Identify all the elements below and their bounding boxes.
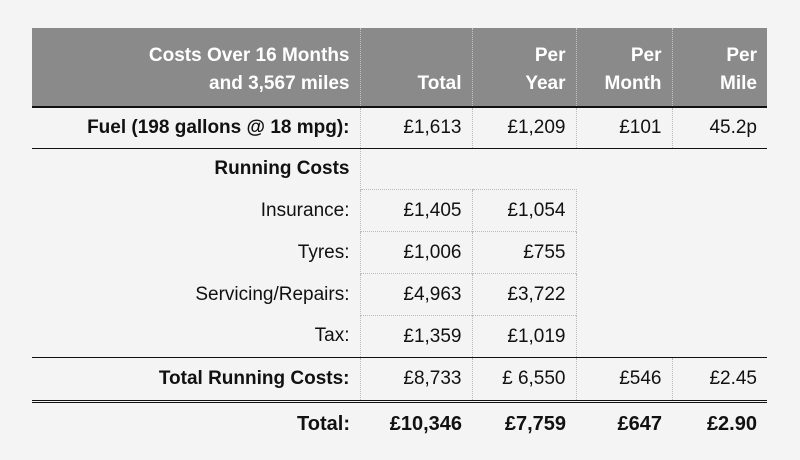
header-per-month-line2: Month — [604, 73, 662, 94]
fuel-label: Fuel (198 gallons @ 18 mpg): — [87, 117, 350, 138]
total-running-per-month: £546 — [575, 357, 672, 402]
empty-cell — [672, 274, 767, 316]
total-running-label: Total Running Costs: — [158, 368, 350, 389]
fuel-per-month: £101 — [575, 107, 672, 149]
total-running-costs-row: Total Running Costs: £8,733 £ 6,550 £546… — [32, 357, 767, 402]
empty-cell — [576, 232, 672, 274]
empty-cell — [672, 316, 767, 358]
grand-total-per-year: £7,759 — [504, 412, 566, 435]
cost-table-container: Costs Over 16 Months and 3,567 miles Tota… — [32, 28, 767, 445]
total-running-total: £8,733 — [359, 357, 472, 402]
header-per-mile: Per Mile — [671, 28, 767, 107]
fuel-per-year: £1,209 — [471, 107, 576, 149]
running-cost-row: Tyres: £1,006 £755 — [32, 231, 767, 274]
running-cost-label: Insurance: — [260, 199, 350, 221]
running-cost-row: Insurance: £1,405 £1,054 — [32, 189, 767, 232]
empty-cell — [576, 149, 672, 190]
running-cost-row: Servicing/Repairs: £4,963 £3,722 — [32, 273, 767, 316]
running-cost-label: Servicing/Repairs: — [195, 283, 350, 305]
running-cost-total: £4,963 — [359, 273, 472, 316]
grand-total-row: Total: £10,346 £7,759 £647 £2.90 — [32, 402, 767, 446]
running-cost-per-year: £3,722 — [471, 273, 577, 316]
running-costs-heading: Running Costs — [214, 158, 350, 180]
empty-cell — [472, 149, 576, 190]
header-per-mile-line1: Per — [726, 45, 757, 66]
running-cost-per-year: £755 — [471, 231, 577, 274]
table-header: Costs Over 16 Months and 3,567 miles Tota… — [32, 28, 767, 107]
header-label-line1: Costs Over 16 Months — [148, 45, 350, 66]
total-running-per-year: £ 6,550 — [471, 357, 576, 402]
running-cost-label: Tax: — [314, 325, 350, 347]
running-cost-total: £1,006 — [359, 231, 472, 274]
empty-cell — [672, 149, 767, 190]
fuel-row: Fuel (198 gallons @ 18 mpg): £1,613 £1,2… — [32, 107, 767, 149]
running-cost-total: £1,405 — [359, 189, 472, 232]
fuel-total: £1,613 — [359, 107, 472, 149]
empty-cell — [576, 316, 672, 358]
grand-total-total: £10,346 — [389, 412, 462, 435]
empty-cell — [672, 232, 767, 274]
empty-cell — [576, 190, 672, 232]
empty-cell — [672, 190, 767, 232]
grand-total-label: Total: — [297, 412, 350, 435]
header-row: Costs Over 16 Months and 3,567 miles Tota… — [32, 28, 767, 107]
header-label: Costs Over 16 Months and 3,567 miles — [32, 28, 360, 107]
running-costs-heading-row: Running Costs — [32, 148, 767, 190]
running-cost-row: Tax: £1,359 £1,019 — [32, 315, 767, 358]
running-cost-label: Tyres: — [297, 241, 350, 263]
grand-total-per-mile: £2.90 — [706, 412, 757, 435]
running-cost-per-year: £1,019 — [471, 315, 577, 358]
running-cost-per-year: £1,054 — [471, 189, 577, 232]
header-total: Total — [359, 28, 472, 107]
header-per-year-line2: Year — [525, 73, 566, 94]
empty-cell — [576, 274, 672, 316]
header-per-mile-line2: Mile — [720, 73, 757, 94]
header-per-month-line1: Per — [630, 45, 662, 66]
empty-cell — [359, 148, 472, 190]
grand-total-per-month: £647 — [617, 412, 663, 435]
total-running-per-mile: £2.45 — [671, 357, 767, 402]
header-per-year: Per Year — [471, 28, 576, 107]
header-per-year-line1: Per — [534, 45, 566, 66]
header-per-month: Per Month — [575, 28, 672, 107]
running-cost-total: £1,359 — [359, 315, 472, 358]
header-label-line2: and 3,567 miles — [209, 73, 350, 94]
fuel-per-mile: 45.2p — [671, 107, 767, 149]
cost-table: Costs Over 16 Months and 3,567 miles Tota… — [32, 28, 767, 445]
